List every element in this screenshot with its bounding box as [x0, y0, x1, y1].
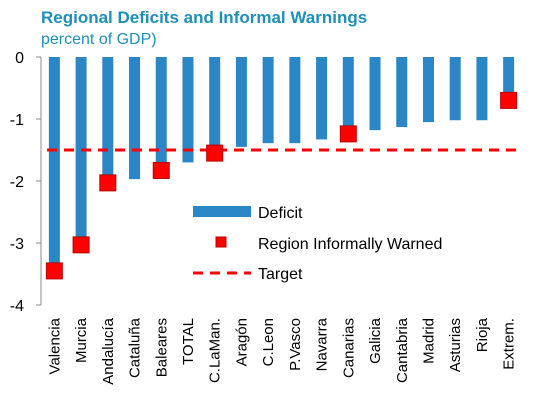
- category-label: Canarias: [340, 318, 357, 378]
- category-label: Andalucía: [100, 317, 117, 384]
- bar-Asturias: [449, 57, 461, 121]
- legend-warned-marker: [215, 236, 227, 248]
- legend-deficit-label: Deficit: [258, 205, 303, 222]
- category-label: Navarra: [314, 317, 331, 371]
- x-axis-labels: Valencia Murcia Andalucía Cataluña Baleares T…: [46, 317, 517, 384]
- bar-Extrem.: [503, 57, 515, 101]
- bar-Andalucía: [102, 57, 114, 183]
- bar-C.LaMan.: [209, 57, 221, 154]
- category-label: Galicia: [367, 317, 384, 364]
- y-tick-label: -1: [10, 112, 24, 129]
- category-label: Madrid: [420, 318, 437, 364]
- bar-Rioja: [476, 57, 488, 121]
- bar-TOTAL: [182, 57, 194, 163]
- category-label: Cataluña: [127, 317, 144, 378]
- category-label: Murcia: [73, 317, 90, 363]
- bar-Cataluña: [129, 57, 141, 180]
- category-label: Extrem.: [501, 318, 518, 370]
- warning-marker-Andalucía: [99, 174, 117, 192]
- bar-Valencia: [48, 57, 60, 271]
- warning-markers: [45, 91, 518, 280]
- warning-marker-C.LaMan.: [206, 144, 224, 162]
- y-tick-label: -4: [10, 298, 24, 315]
- bar-P.Vasco: [289, 57, 301, 144]
- y-tick-label: -2: [10, 174, 24, 191]
- bar-Cantabria: [396, 57, 408, 128]
- warning-marker-Canarias: [339, 125, 357, 143]
- chart-title: Regional Deficits and Informal Warnings: [41, 8, 368, 27]
- category-label: Valencia: [46, 317, 63, 374]
- category-label: Rioja: [474, 317, 491, 352]
- y-tick-label: 0: [15, 50, 24, 67]
- warning-marker-Baleares: [152, 161, 170, 179]
- chart-subtitle: percent of GDP): [41, 31, 157, 48]
- category-label: TOTAL: [180, 318, 197, 365]
- warning-marker-Extrem.: [500, 91, 518, 109]
- bar-Madrid: [422, 57, 434, 123]
- bar-Baleares: [155, 57, 167, 171]
- y-axis-ticks: 0 -1 -2 -3 -4: [10, 50, 41, 315]
- legend: Deficit Region Informally Warned Target: [193, 205, 442, 283]
- bar-Canarias: [342, 57, 354, 134]
- category-label: C.Leon: [260, 318, 277, 366]
- category-label: Cantabria: [394, 317, 411, 383]
- bar-Navarra: [316, 57, 328, 140]
- bar-Galicia: [369, 57, 381, 131]
- y-tick-label: -3: [10, 236, 24, 253]
- category-label: Asturias: [447, 318, 464, 372]
- bar-Aragón: [235, 57, 247, 147]
- legend-target-label: Target: [258, 266, 303, 283]
- legend-warned-label: Region Informally Warned: [258, 236, 442, 253]
- category-label: Baleares: [153, 318, 170, 377]
- warning-marker-Valencia: [45, 262, 63, 280]
- legend-deficit-swatch: [193, 206, 251, 217]
- category-label: Aragón: [233, 318, 250, 366]
- warning-marker-Murcia: [72, 236, 90, 254]
- category-label: C.LaMan.: [207, 318, 224, 383]
- bar-C.Leon: [262, 57, 274, 144]
- category-label: P.Vasco: [287, 318, 304, 371]
